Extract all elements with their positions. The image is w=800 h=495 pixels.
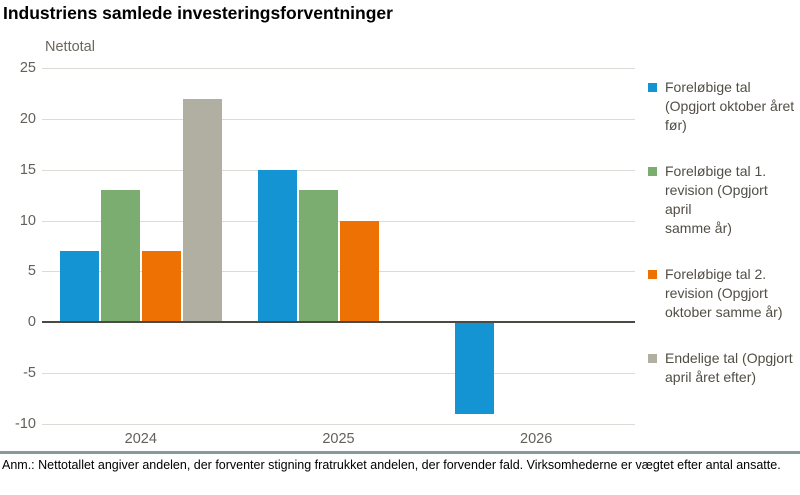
x-tick-label-2026: 2026 <box>520 431 553 447</box>
x-axis-zero-line <box>42 321 635 324</box>
x-tick-label-2025: 2025 <box>322 431 355 447</box>
chart-title: Industriens samlede investeringsforventn… <box>3 3 393 23</box>
bar-2024-series-2 <box>100 190 140 323</box>
legend-item-4: Endelige tal (Opgjort april året efter) <box>648 349 798 387</box>
footnote: Anm.: Nettotallet angiver andelen, der f… <box>2 458 781 472</box>
legend-swatch-icon <box>648 354 657 363</box>
bar-2024-series-3 <box>141 251 181 323</box>
gridline-15 <box>42 169 635 171</box>
bar-2025-series-3 <box>339 220 379 323</box>
y-tick-label--5: -5 <box>23 365 36 382</box>
bar-2024-series-1 <box>59 251 99 323</box>
chart-legend: Foreløbige tal (Opgjort oktober året før) F… <box>648 78 798 387</box>
gridline-10 <box>42 220 635 222</box>
legend-swatch-icon <box>648 270 657 279</box>
legend-label: Foreløbige tal 2. revision (Opgjort oktobe… <box>665 266 783 320</box>
y-tick-label-20: 20 <box>19 110 36 127</box>
bar-2025-series-2 <box>298 190 338 323</box>
gridline--10 <box>42 424 635 425</box>
chart-container: Nettotal Foreløbige tal (Opgjort oktober … <box>15 39 798 447</box>
y-tick-label-15: 15 <box>19 161 36 178</box>
gridline-20 <box>42 118 635 120</box>
bar-2025-series-1 <box>257 169 297 323</box>
bar-2024-series-4 <box>182 98 222 323</box>
legend-item-2: Foreløbige tal 1. revision (Opgjort april… <box>648 162 798 238</box>
y-tick-label-10: 10 <box>19 212 36 229</box>
legend-label: Foreløbige tal (Opgjort oktober året før) <box>665 79 795 133</box>
bar-2026-series-1 <box>455 322 495 414</box>
y-axis-unit-label: Nettotal <box>45 39 95 55</box>
legend-swatch-icon <box>648 83 657 92</box>
gridline-25 <box>42 68 635 69</box>
y-tick-label-5: 5 <box>27 263 36 280</box>
legend-label: Endelige tal (Opgjort april året efter) <box>665 350 793 385</box>
y-tick-label-25: 25 <box>19 60 36 76</box>
x-tick-label-2024: 2024 <box>124 431 157 447</box>
y-tick-label--10: -10 <box>15 416 36 432</box>
gridline-5 <box>42 271 635 273</box>
gridline--5 <box>42 373 635 375</box>
footer-divider <box>0 451 800 454</box>
legend-swatch-icon <box>648 167 657 176</box>
y-tick-label-0: 0 <box>27 314 36 331</box>
legend-label: Foreløbige tal 1. revision (Opgjort april… <box>665 163 768 236</box>
plot-area <box>42 68 635 425</box>
legend-item-3: Foreløbige tal 2. revision (Opgjort oktobe… <box>648 265 798 322</box>
legend-item-1: Foreløbige tal (Opgjort oktober året før) <box>648 78 798 135</box>
